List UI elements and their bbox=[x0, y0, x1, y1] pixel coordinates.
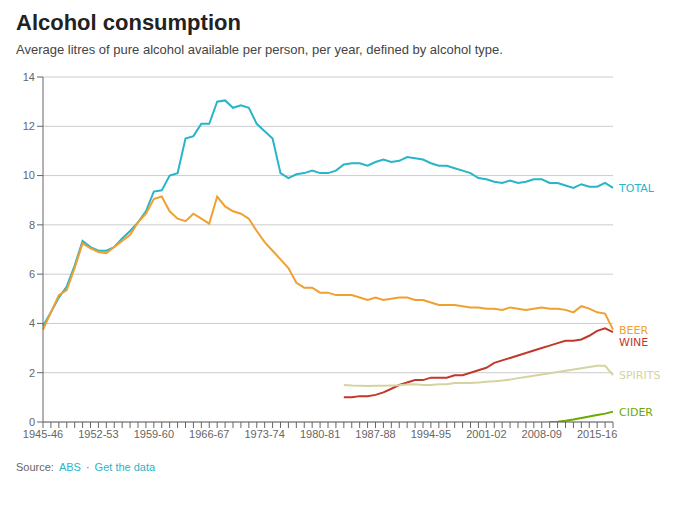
svg-text:1994-95: 1994-95 bbox=[411, 428, 451, 440]
svg-text:1959-60: 1959-60 bbox=[134, 428, 174, 440]
svg-text:1980-81: 1980-81 bbox=[300, 428, 340, 440]
svg-text:8: 8 bbox=[29, 219, 35, 231]
svg-text:2: 2 bbox=[29, 367, 35, 379]
svg-text:14: 14 bbox=[23, 71, 35, 83]
svg-text:10: 10 bbox=[23, 169, 35, 181]
svg-text:2001-02: 2001-02 bbox=[466, 428, 506, 440]
html-text:Average litres of pure alcohol: Average litres of pure alcohol available… bbox=[16, 42, 503, 57]
svg-text:4: 4 bbox=[29, 317, 35, 329]
svg-text:1987-88: 1987-88 bbox=[355, 428, 395, 440]
svg-text:1952-53: 1952-53 bbox=[78, 428, 118, 440]
svg-text:BEER: BEER bbox=[619, 323, 649, 337]
svg-text:1945-46: 1945-46 bbox=[23, 428, 63, 440]
html-text:Source: ABS · Get the data: Source: ABS · Get the data bbox=[16, 461, 156, 473]
svg-text:0: 0 bbox=[29, 416, 35, 428]
svg-text:SPIRITS: SPIRITS bbox=[619, 369, 660, 382]
svg-text:2015-16: 2015-16 bbox=[577, 428, 617, 440]
svg-text:WINE: WINE bbox=[619, 336, 648, 349]
html-text:Alcohol consumption: Alcohol consumption bbox=[16, 10, 241, 35]
svg-text:12: 12 bbox=[23, 120, 35, 132]
svg-text:6: 6 bbox=[29, 268, 35, 280]
svg-text:1973-74: 1973-74 bbox=[244, 428, 284, 440]
svg-text:2008-09: 2008-09 bbox=[522, 428, 562, 440]
svg-text:CIDER: CIDER bbox=[619, 406, 653, 419]
svg-text:TOTAL: TOTAL bbox=[618, 182, 655, 195]
svg-text:1966-67: 1966-67 bbox=[189, 428, 229, 440]
